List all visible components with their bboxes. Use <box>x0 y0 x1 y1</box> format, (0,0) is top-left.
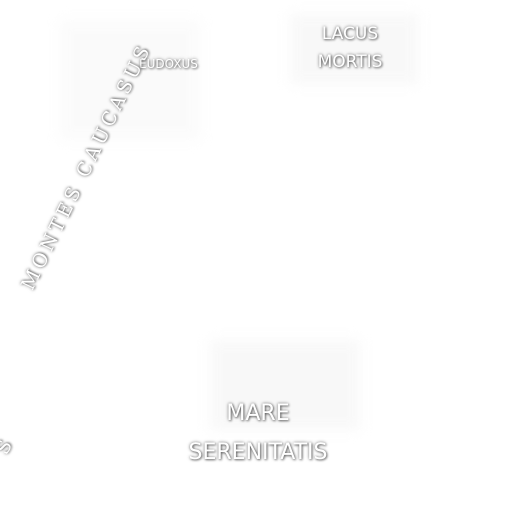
eudoxus-label: EUDOXUS <box>139 57 198 71</box>
map-shading <box>60 20 200 140</box>
lacus-mortis-label: LACUS MORTIS <box>300 26 400 71</box>
montes-caucasus-label: MONTES CAUCASUS <box>17 39 156 294</box>
map-shading <box>290 14 418 84</box>
lacus-mortis-label-line: LACUS <box>321 24 379 44</box>
lacus-mortis-label-line: MORTIS <box>317 52 383 72</box>
mare-serenitatis-label: MARE SERENITATIS <box>158 403 358 464</box>
mare-serenitatis-label-line: MARE <box>226 401 290 426</box>
mare-serenitatis-label-line: SERENITATIS <box>188 440 328 465</box>
edge-fragment-label: S <box>0 436 17 458</box>
map-shading <box>210 340 360 430</box>
